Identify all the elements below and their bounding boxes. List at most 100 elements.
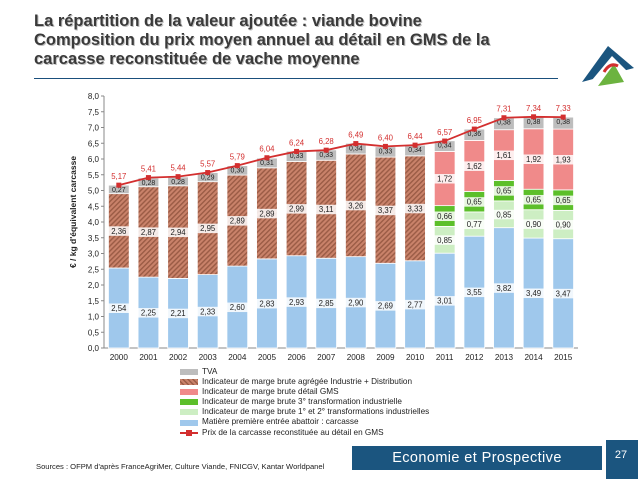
legend-item-tva: TVA	[180, 367, 429, 377]
data-label-bg	[315, 204, 338, 215]
y-tick-label: 8,0	[88, 92, 100, 101]
legend-label: TVA	[202, 367, 218, 376]
y-tick-label: 3,5	[88, 234, 100, 243]
data-label-marge_1e2e: 0,85	[437, 236, 453, 245]
data-label-marge_agregee: 3,37	[378, 206, 393, 215]
data-label-marge_gms: 1,93	[556, 155, 571, 164]
data-label-matiere: 3,49	[526, 289, 541, 298]
legend-item-marge-agregee: Indicateur de marge brute agrégée Indust…	[180, 377, 429, 387]
legend-swatch-marge-1e2e	[180, 409, 198, 416]
data-label-bg	[492, 150, 515, 161]
data-label-bg	[463, 287, 486, 298]
data-label-matiere: 2,25	[141, 309, 157, 318]
data-label-bg	[226, 216, 249, 226]
data-label-bg	[463, 219, 486, 230]
y-tick-label: 1,0	[88, 313, 100, 322]
legend-label: Matière première entrée abattoir : carca…	[202, 417, 359, 427]
data-label-bg	[255, 298, 278, 309]
legend-item-prix: Prix de la carcasse reconstituée au déta…	[180, 428, 429, 438]
data-label-marge_agregee: 2,89	[230, 217, 245, 226]
data-label-marge_3e: 0,65	[526, 195, 542, 204]
price-label: 6,24	[289, 138, 305, 147]
legend-swatch-tva	[180, 369, 198, 376]
data-label-bg	[344, 200, 367, 211]
data-label-tva: 0,34	[408, 147, 422, 154]
y-tick-label: 2,5	[88, 265, 100, 274]
data-label-marge_agregee: 3,11	[319, 205, 334, 214]
price-point	[145, 175, 151, 181]
data-label-marge_agregee: 3,26	[348, 201, 363, 210]
x-tick-label: 2006	[287, 353, 306, 362]
data-label-marge_gms: 1,92	[526, 155, 541, 164]
data-label-matiere: 2,54	[111, 304, 127, 313]
data-label-bg	[433, 211, 456, 222]
data-label-bg	[552, 195, 575, 206]
footer-corner	[606, 440, 638, 479]
chart-legend: TVA Indicateur de marge brute agrégée In…	[180, 367, 429, 438]
x-tick-label: 2015	[554, 353, 573, 362]
y-tick-label: 6,0	[88, 155, 100, 164]
price-label: 7,34	[526, 104, 542, 113]
data-label-bg	[552, 288, 575, 299]
price-point	[382, 143, 388, 149]
x-tick-label: 2004	[228, 353, 247, 362]
data-label-matiere: 3,82	[496, 284, 511, 293]
price-point	[116, 182, 122, 188]
data-label-bg	[107, 303, 130, 313]
data-label-marge_gms: 1,62	[467, 162, 482, 171]
price-point	[294, 148, 300, 154]
data-label-marge_agregee: 2,87	[141, 228, 156, 237]
data-label-marge_3e: 0,65	[496, 187, 512, 196]
price-label: 5,79	[230, 153, 245, 162]
data-label-tva: 0,38	[527, 119, 541, 126]
data-label-bg	[463, 161, 486, 171]
price-point	[175, 174, 181, 180]
price-label: 6,95	[467, 116, 483, 125]
price-point	[412, 142, 418, 148]
data-label-matiere: 2,85	[319, 299, 335, 308]
data-label-tva: 0,28	[171, 179, 185, 186]
data-label-bg	[255, 208, 278, 219]
legend-label: Indicateur de marge brute agrégée Indust…	[202, 377, 413, 387]
y-tick-label: 3,0	[88, 250, 100, 259]
data-label-matiere: 2,77	[407, 300, 422, 309]
y-tick-label: 5,5	[88, 171, 100, 180]
data-label-tva: 0,38	[497, 120, 511, 127]
data-label-tva: 0,34	[349, 145, 363, 152]
price-point	[205, 170, 211, 176]
price-label: 7,33	[556, 104, 571, 113]
price-point	[323, 147, 329, 153]
x-tick-label: 2001	[139, 353, 158, 362]
price-point	[353, 141, 359, 147]
price-label: 6,28	[319, 137, 334, 146]
price-point	[234, 163, 240, 169]
legend-label: Indicateur de marge brute détail GMS	[202, 387, 339, 397]
data-label-marge_agregee: 2,99	[289, 205, 304, 214]
x-tick-label: 2000	[110, 353, 129, 362]
data-label-marge_agregee: 2,95	[200, 224, 216, 233]
x-tick-label: 2005	[258, 353, 277, 362]
data-label-marge_gms: 1,72	[437, 175, 452, 184]
data-label-tva: 0,36	[468, 131, 482, 138]
x-tick-label: 2007	[317, 353, 336, 362]
x-tick-label: 2010	[406, 353, 425, 362]
data-label-bg	[167, 227, 190, 238]
price-point	[501, 115, 507, 121]
y-tick-label: 4,5	[88, 202, 100, 211]
footer-banner: Economie et Prospective	[352, 446, 602, 470]
legend-swatch-prix	[180, 429, 198, 437]
price-label: 5,57	[200, 160, 215, 169]
legend-label: Prix de la carcasse reconstituée au déta…	[202, 427, 384, 437]
data-label-bg	[522, 154, 545, 164]
data-label-bg	[552, 220, 575, 230]
data-label-marge_agregee: 2,36	[111, 227, 126, 236]
data-label-tva: 0,30	[231, 168, 245, 175]
y-tick-label: 5,0	[88, 187, 100, 196]
price-composition-chart: 0,0 0,5 1,0 1,5 2,0 2,5 3,0 3,5 4,0 4,5 5,0 5,5 6,0 6…	[68, 92, 578, 362]
data-label-bg	[404, 299, 427, 310]
data-label-marge_1e2e: 0,90	[526, 220, 542, 229]
title-underline	[34, 78, 558, 79]
data-label-bg	[522, 194, 545, 205]
x-tick-label: 2003	[199, 353, 218, 362]
legend-swatch-matiere	[180, 419, 198, 426]
